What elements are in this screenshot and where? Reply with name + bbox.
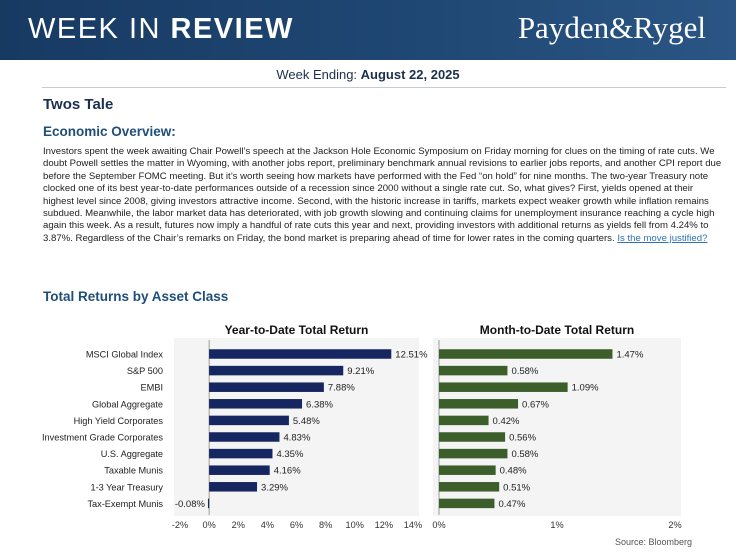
mtd-tick-label-2: 2%: [668, 520, 681, 530]
category-label-2: EMBI: [141, 383, 163, 393]
mtd-bar-4: [439, 415, 489, 426]
category-label-5: Investment Grade Corporates: [42, 433, 163, 443]
mtd-bar-8: [439, 482, 500, 492]
ytd-bar-2: [209, 382, 324, 392]
week-ending-label: Week Ending:: [276, 67, 361, 82]
total-returns-charts: Year-to-Date Total Return 12.51% MSCI Glob…: [42, 323, 682, 530]
mtd-value-label-8: 0.51%: [503, 482, 530, 493]
ytd-value-label-9: -0.08%: [175, 499, 206, 510]
divider: [42, 87, 726, 88]
category-label-8: 1-3 Year Treasury: [90, 482, 163, 492]
ytd-bar-7: [209, 465, 270, 475]
ytd-value-label-7: 4.16%: [274, 466, 301, 477]
mtd-value-label-7: 0.48%: [500, 466, 527, 477]
ytd-value-label-5: 4.83%: [283, 433, 310, 444]
ytd-tick-label-1: 0%: [202, 520, 215, 530]
mtd-bar-1: [439, 365, 508, 376]
ytd-tick-label-6: 10%: [346, 520, 364, 530]
article-body-text: Investors spent the week awaiting Chair …: [43, 146, 722, 244]
ytd-tick-label-4: 6%: [290, 520, 303, 530]
ytd-chart-title: Year-to-Date Total Return: [225, 323, 369, 337]
ytd-tick-label-0: -2%: [172, 520, 188, 530]
article-link[interactable]: Is the move justified?: [617, 232, 708, 244]
article-body: Investors spent the week awaiting Chair …: [43, 146, 725, 245]
mtd-value-label-2: 1.09%: [572, 383, 599, 394]
ytd-value-label-2: 7.88%: [328, 383, 355, 394]
ytd-value-label-6: 4.35%: [276, 449, 303, 460]
ytd-bar-6: [209, 448, 273, 459]
ytd-tick-label-7: 12%: [375, 520, 393, 530]
ytd-bar-5: [209, 432, 280, 442]
ytd-value-label-8: 3.29%: [261, 482, 288, 493]
category-label-7: Taxable Munis: [104, 466, 163, 476]
source-note: Source: Bloomberg: [614, 537, 692, 547]
category-label-4: High Yield Corporates: [74, 416, 164, 426]
category-label-0: MSCI Global Index: [86, 350, 164, 360]
mtd-bar-3: [439, 399, 519, 409]
article-title: Twos Tale: [43, 96, 114, 113]
ytd-bar-4: [209, 415, 289, 426]
header-banner: WEEK IN REVIEW Payden&Rygel: [0, 0, 736, 60]
ytd-tick-label-5: 8%: [319, 520, 332, 530]
mtd-value-label-9: 0.47%: [498, 499, 525, 510]
company-logo: Payden&Rygel: [517, 10, 706, 45]
mtd-bar-0: [439, 349, 613, 359]
mtd-tick-label-1: 1%: [550, 520, 563, 530]
ytd-bar-0: [209, 349, 392, 359]
mtd-bar-5: [439, 432, 506, 442]
publication-title-light: WEEK IN: [28, 13, 171, 45]
mtd-bar-2: [439, 382, 568, 392]
ytd-value-label-4: 5.48%: [293, 416, 320, 427]
mtd-value-label-6: 0.58%: [511, 449, 538, 460]
ytd-value-label-1: 9.21%: [347, 366, 374, 377]
week-ending-date: August 22, 2025: [360, 67, 460, 82]
mtd-value-label-4: 0.42%: [493, 416, 520, 427]
week-ending-line: Week Ending: August 22, 2025: [0, 67, 736, 82]
mtd-bar-6: [439, 448, 508, 459]
ytd-bar-3: [209, 399, 303, 409]
mtd-chart-title: Month-to-Date Total Return: [480, 323, 634, 337]
ytd-tick-label-8: 14%: [404, 520, 422, 530]
category-label-1: S&P 500: [127, 366, 163, 376]
ytd-bar-8: [209, 482, 258, 492]
ytd-tick-label-3: 4%: [261, 520, 274, 530]
returns-section-title: Total Returns by Asset Class: [43, 289, 229, 304]
mtd-value-label-1: 0.58%: [511, 366, 538, 377]
mtd-tick-label-0: 0%: [432, 520, 445, 530]
category-label-9: Tax-Exempt Munis: [87, 499, 163, 509]
mtd-value-label-5: 0.56%: [509, 433, 536, 444]
publication-title: WEEK IN REVIEW: [28, 13, 294, 46]
ytd-bar-1: [209, 365, 344, 376]
section-title: Economic Overview:: [43, 124, 176, 139]
ytd-value-label-3: 6.38%: [306, 399, 333, 410]
mtd-value-label-3: 0.67%: [522, 399, 549, 410]
ytd-value-label-0: 12.51%: [395, 350, 428, 361]
mtd-bar-7: [439, 465, 496, 475]
mtd-bar-9: [439, 498, 495, 509]
ytd-bar-9: [207, 498, 210, 509]
publication-title-bold: REVIEW: [170, 13, 294, 45]
category-label-6: U.S. Aggregate: [101, 449, 163, 459]
ytd-tick-label-2: 2%: [232, 520, 245, 530]
mtd-value-label-0: 1.47%: [616, 350, 643, 361]
category-label-3: Global Aggregate: [92, 399, 163, 409]
